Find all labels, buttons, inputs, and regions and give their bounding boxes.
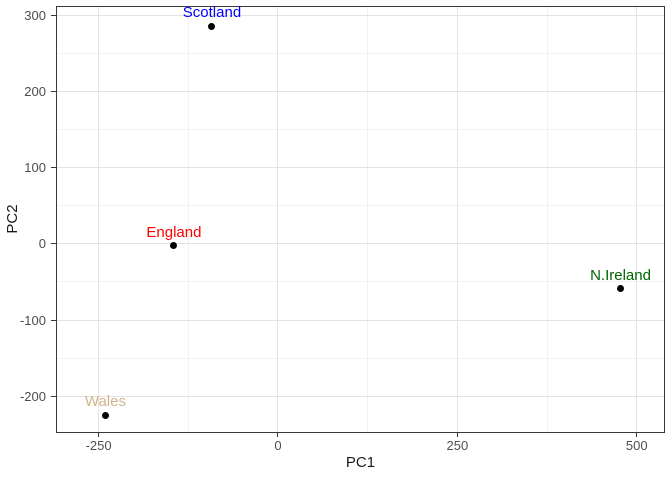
point-label-england: England — [146, 223, 202, 241]
x-axis-title: PC1 — [345, 454, 376, 471]
x-tick-label: -250 — [85, 438, 112, 453]
plot-panel: Scotland England N.Ireland Wales — [56, 4, 665, 433]
point-label-scotland: Scotland — [182, 4, 242, 22]
gridline-y-major — [57, 243, 664, 245]
y-tick-label: 0 — [38, 236, 46, 252]
y-tick-label: 200 — [24, 84, 46, 100]
x-tick-label: 0 — [274, 438, 282, 453]
gridline-y-minor — [57, 205, 664, 207]
data-point-wales — [101, 411, 109, 419]
y-tick-label: 100 — [24, 160, 46, 176]
y-axis-title: PC2 — [4, 204, 21, 234]
gridline-x-major — [456, 7, 458, 432]
gridline-y-major — [57, 167, 664, 169]
x-tick-mark — [456, 433, 458, 437]
y-tick-mark — [51, 395, 56, 397]
gridline-y-minor — [57, 357, 664, 359]
gridline-y-major — [57, 319, 664, 321]
y-tick-label: -100 — [19, 312, 46, 328]
point-label-n-ireland: N.Ireland — [590, 266, 651, 284]
x-tick-mark — [98, 433, 100, 437]
gridline-x-major — [277, 7, 279, 432]
data-point-scotland — [208, 22, 216, 30]
y-tick-mark — [51, 319, 56, 321]
gridline-y-major — [57, 14, 664, 16]
x-tick-label: 250 — [446, 438, 469, 453]
y-tick-mark — [51, 91, 56, 93]
gridline-y-minor — [57, 52, 664, 54]
x-tick-mark — [277, 433, 279, 437]
x-tick-mark — [636, 433, 638, 437]
data-point-n-ireland — [617, 285, 625, 293]
y-tick-label: 300 — [24, 7, 46, 23]
points-layer: Scotland England N.Ireland Wales — [57, 4, 664, 432]
gridline-x-minor — [367, 7, 369, 432]
gridlines-layer — [57, 7, 664, 432]
y-tick-mark — [51, 14, 56, 16]
y-tick-mark — [51, 167, 56, 169]
y-tick-label: -200 — [19, 388, 46, 404]
x-tick-label: 500 — [625, 438, 648, 453]
data-point-england — [170, 242, 178, 250]
gridline-x-minor — [187, 7, 189, 432]
gridline-x-major — [636, 7, 638, 432]
y-tick-mark — [51, 243, 56, 245]
gridline-y-major — [57, 395, 664, 397]
gridline-x-minor — [546, 7, 548, 432]
point-label-wales: Wales — [84, 393, 126, 410]
gridline-y-major — [57, 91, 664, 93]
gridline-y-minor — [57, 129, 664, 131]
gridline-x-major — [98, 7, 100, 432]
gridline-y-minor — [57, 281, 664, 283]
